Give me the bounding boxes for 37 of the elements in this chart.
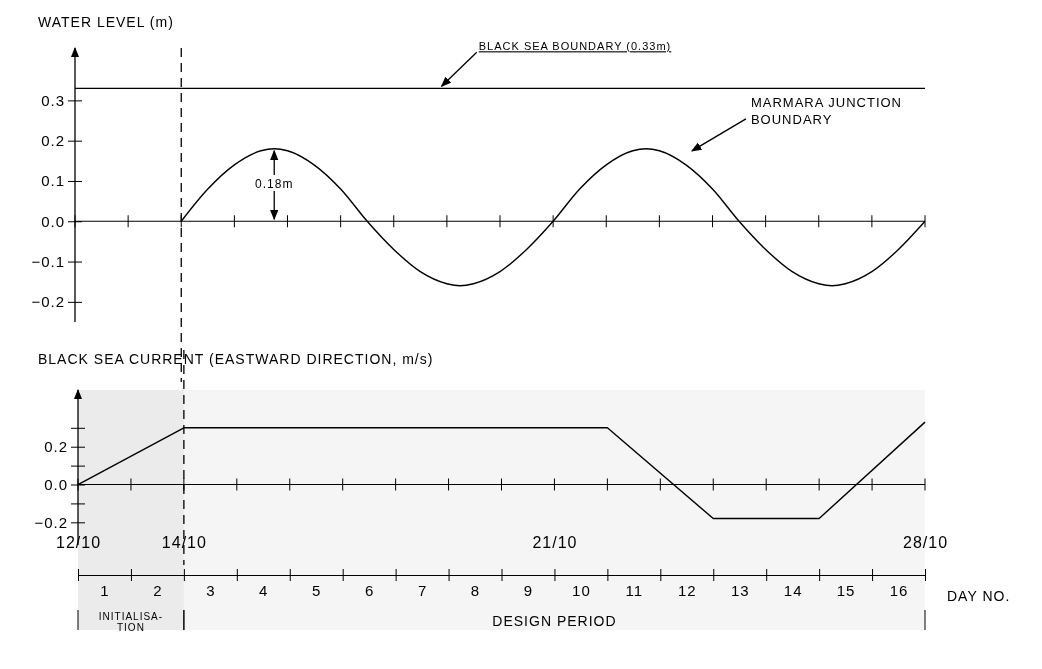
y-tick-label: 0.1 — [41, 172, 65, 190]
x-tick-label: 3 — [206, 581, 216, 599]
x-tick-label: 13 — [730, 581, 750, 599]
x2-tick-label: 12/10 — [55, 534, 102, 551]
annotation: 0.18m — [255, 177, 294, 191]
x-tick-label: 1 — [100, 581, 110, 599]
x-tick-label: 4 — [259, 581, 269, 599]
x-tick-label: 2 — [153, 581, 163, 599]
y-tick-label: 0.3 — [41, 91, 65, 109]
x-tick-label: 6 — [364, 581, 375, 599]
x-tick-label: 15 — [836, 581, 856, 599]
ref-line-label: BLACK SEA BOUNDARY (0.33m) — [478, 40, 672, 53]
x2-tick-label: 21/10 — [532, 534, 578, 551]
x-tick-label: 14 — [783, 581, 803, 599]
y-tick-label: 0.0 — [44, 475, 68, 493]
band-label: INITIALISA-TION — [98, 611, 164, 633]
x2-tick-label: 28/10 — [902, 534, 949, 551]
x-tick-label: 5 — [312, 581, 322, 599]
x-tick-label: 7 — [417, 581, 428, 599]
y-axis-title: BLACK SEA CURRENT (EASTWARD DIRECTION, m/s) — [38, 351, 434, 367]
y-tick-label: 0.2 — [41, 131, 65, 149]
y-tick-label: −0.2 — [31, 293, 65, 311]
x-tick-label: 12 — [677, 581, 697, 599]
y-tick-label: 0.2 — [44, 438, 68, 456]
x-tick-label: 8 — [470, 581, 481, 599]
x-tick-label: 11 — [625, 581, 644, 599]
x-tick-label: 10 — [572, 581, 591, 599]
y-tick-label: −0.2 — [34, 513, 68, 531]
x-tick-label: 16 — [889, 581, 909, 599]
x-axis-title: DAY NO. — [947, 588, 1011, 604]
x2-tick-label: 14/10 — [161, 534, 207, 551]
y-axis-title: WATER LEVEL (m) — [38, 14, 174, 30]
band-label: DESIGN PERIOD — [492, 613, 617, 629]
text: MARMARA JUNCTION BOUNDARY — [750, 94, 902, 127]
x-tick-label: 9 — [523, 581, 534, 599]
y-tick-label: 0.0 — [41, 212, 65, 230]
y-tick-label: −0.1 — [31, 252, 65, 270]
